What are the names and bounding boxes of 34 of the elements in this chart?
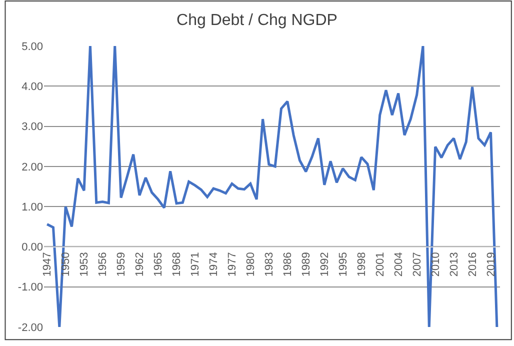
x-tick-label: 2007 [411, 252, 424, 277]
y-tick-label: 1.00 [22, 201, 43, 214]
y-tick-label: 5.00 [22, 40, 43, 53]
x-tick-label: 1995 [337, 252, 350, 277]
x-tick-label: 1977 [226, 252, 239, 277]
x-tick-label: 2010 [430, 252, 442, 277]
x-tick-label: 1950 [60, 252, 72, 277]
x-tick-label: 1980 [245, 252, 258, 277]
chart-title: Chg Debt / Chg NGDP [176, 12, 338, 30]
x-tick-label: 2004 [392, 252, 405, 277]
y-tick-label: 4.00 [22, 80, 43, 93]
x-tick-label: 1998 [356, 252, 368, 277]
y-tick-label: 3.00 [22, 121, 43, 134]
x-tick-label: 1947 [42, 252, 54, 277]
x-tick-label: 1989 [300, 252, 312, 277]
x-tick-label: 2001 [374, 252, 386, 277]
x-tick-label: 1971 [190, 252, 202, 277]
x-tick-label: 1992 [318, 252, 331, 277]
x-tick-label: 1968 [171, 252, 184, 277]
x-tick-label: 2019 [485, 252, 498, 277]
x-tick-label: 1962 [134, 252, 146, 277]
x-tick-label: 1953 [78, 252, 91, 277]
x-tick-label: 2016 [466, 252, 479, 277]
y-tick-label: 2.00 [22, 161, 43, 174]
x-tick-label: 1983 [263, 252, 276, 277]
y-tick-label: -1.00 [18, 282, 43, 294]
x-tick-label: 2013 [448, 252, 460, 277]
x-tick-label: 1986 [282, 252, 294, 277]
x-tick-label: 1965 [152, 252, 165, 277]
x-tick-label: 1959 [116, 252, 128, 277]
y-tick-label: 0.00 [22, 242, 43, 254]
y-tick-label: -2.00 [18, 322, 43, 334]
x-tick-label: 1974 [208, 252, 220, 277]
x-tick-label: 1956 [97, 252, 110, 277]
